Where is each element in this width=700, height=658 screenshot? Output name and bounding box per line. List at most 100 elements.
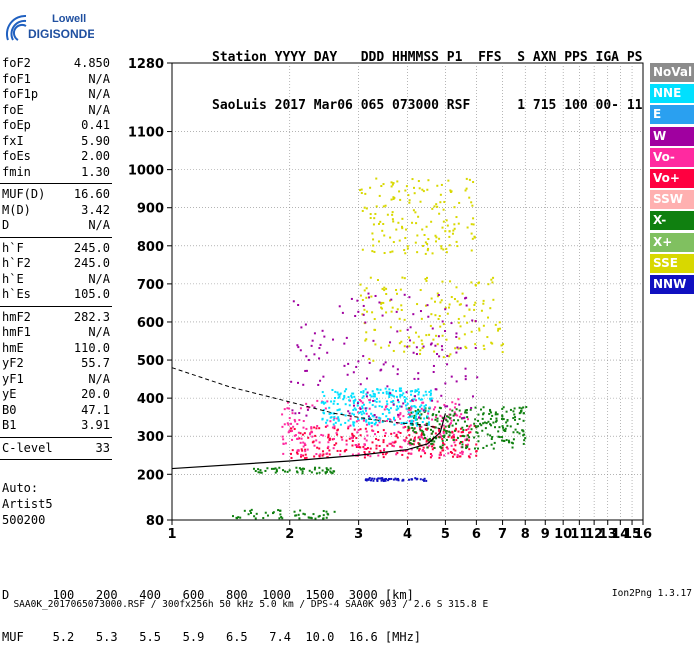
echo-point (489, 423, 492, 426)
echo-point (415, 222, 418, 225)
echo-point (289, 452, 292, 455)
echo-point (418, 187, 421, 190)
echo-point (375, 400, 378, 403)
echo-point (398, 317, 401, 320)
echo-point (257, 468, 260, 471)
echo-point (296, 452, 299, 455)
echo-point (403, 318, 406, 321)
echo-point (414, 415, 417, 418)
echo-point (501, 415, 504, 418)
echo-point (484, 427, 487, 430)
param-value: N/A (88, 102, 110, 117)
echo-point (319, 453, 322, 456)
echo-point (322, 514, 325, 517)
echo-point (365, 395, 368, 398)
echo-point (339, 449, 342, 452)
param-value: 4.850 (73, 56, 110, 70)
echo-point (470, 406, 473, 409)
echo-point (433, 300, 436, 303)
echo-point (408, 345, 411, 348)
echo-point (444, 405, 447, 408)
echo-point (450, 444, 453, 447)
echo-point (373, 217, 376, 220)
echo-point (489, 307, 492, 310)
echo-point (416, 447, 419, 450)
echo-point (456, 414, 459, 417)
echo-point (465, 438, 468, 441)
param-row: MUF(D) 16.60 (0, 187, 116, 203)
echo-point (383, 434, 386, 437)
echo-point (512, 431, 515, 434)
echo-point (428, 444, 431, 447)
echo-point (293, 510, 296, 513)
echo-point (470, 249, 473, 252)
echo-point (464, 345, 467, 348)
echo-point (436, 353, 439, 356)
echo-point (513, 407, 516, 410)
echo-point (395, 433, 398, 436)
echo-point (329, 420, 332, 423)
echo-point (494, 323, 497, 326)
echo-point (372, 238, 375, 241)
echo-point (322, 434, 325, 437)
echo-point (409, 400, 412, 403)
echo-point (337, 396, 340, 399)
echo-point (452, 229, 455, 232)
echo-point (401, 225, 404, 228)
echo-point (316, 399, 319, 402)
echo-point (380, 346, 383, 349)
echo-point (380, 479, 383, 482)
param-separator (0, 236, 112, 238)
echo-point (321, 454, 324, 457)
echo-point (438, 410, 441, 413)
echo-point (235, 516, 238, 519)
echo-point (471, 319, 474, 322)
echo-point (356, 299, 359, 302)
echo-point (512, 410, 515, 413)
echo-point (497, 435, 500, 438)
param-name: fxI (2, 133, 24, 148)
echo-point (474, 301, 477, 304)
echo-point (498, 426, 501, 429)
echo-point (427, 438, 430, 441)
echo-point (444, 329, 447, 332)
echo-point (299, 432, 302, 435)
echo-point (392, 241, 395, 244)
echo-point (329, 416, 332, 419)
echo-point (454, 449, 457, 452)
echo-point (429, 324, 432, 327)
echo-point (461, 417, 464, 420)
echo-point (511, 446, 514, 449)
echo-point (459, 325, 462, 328)
echo-point (419, 478, 422, 481)
echo-point (371, 232, 374, 235)
echo-point (458, 201, 461, 204)
echo-point (398, 387, 401, 390)
echo-point (464, 438, 467, 441)
echo-point (399, 417, 402, 420)
echo-point (391, 306, 394, 309)
echo-point (497, 329, 500, 332)
echo-point (430, 397, 433, 400)
echo-point (431, 448, 434, 451)
echo-point (421, 347, 424, 350)
echo-point (337, 393, 340, 396)
echo-point (434, 426, 437, 429)
echo-point (359, 411, 362, 414)
echo-point (361, 313, 364, 316)
echo-point (465, 409, 468, 412)
echo-point (347, 419, 350, 422)
param-row: fxI 5.90 (0, 134, 116, 150)
echo-point (439, 433, 442, 436)
echo-point (428, 406, 431, 409)
echo-point (302, 441, 305, 444)
param-name: h`F2 (2, 256, 31, 270)
echo-point (366, 454, 369, 457)
param-value: 2.00 (81, 149, 110, 163)
echo-point (333, 437, 336, 440)
echo-point (414, 406, 417, 409)
distance-row: D 100 200 400 600 800 1000 1500 3000 [km… (2, 588, 414, 602)
echo-point (423, 436, 426, 439)
echo-point (459, 441, 462, 444)
echo-point (487, 316, 490, 319)
